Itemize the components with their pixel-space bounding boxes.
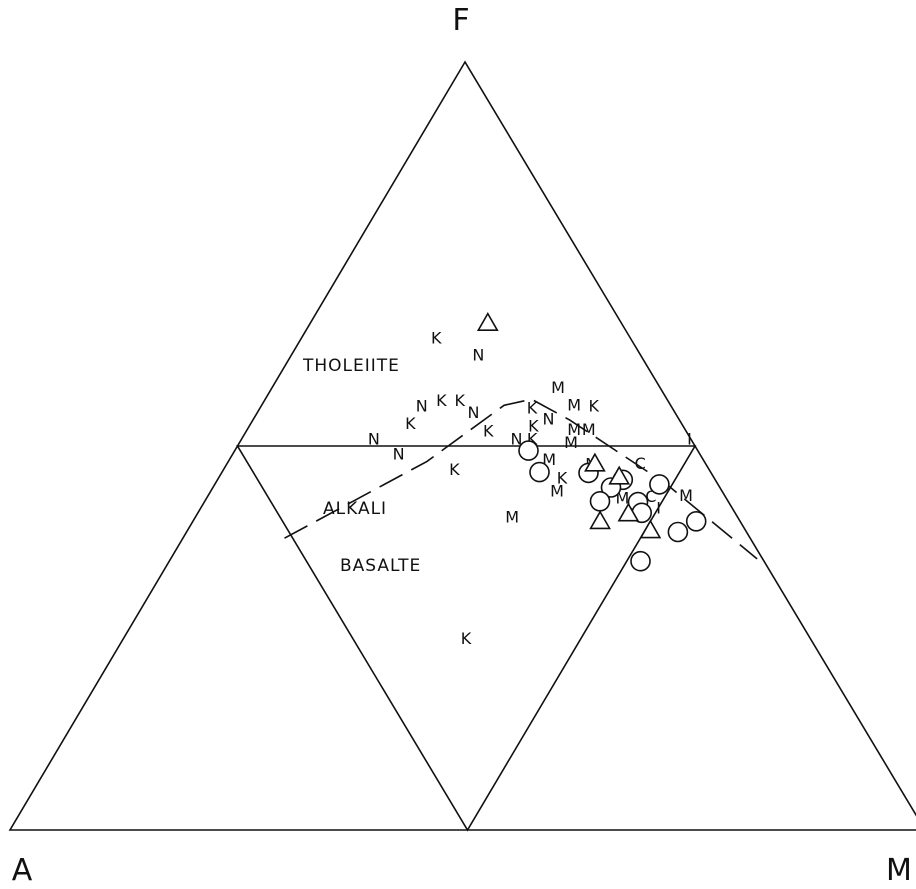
point-label-k: K (436, 391, 447, 410)
point-circle (529, 461, 550, 483)
point-circle (518, 440, 539, 461)
point-label-n: N (543, 409, 555, 428)
point-circle (685, 510, 707, 532)
point-label-k: K (431, 329, 442, 348)
vertex-label-f: F (452, 3, 469, 38)
point-label-m: M (567, 396, 581, 415)
point-triangle (639, 519, 662, 539)
point-triangle (608, 465, 631, 485)
point-circle (630, 550, 651, 572)
point-label-c: C (635, 454, 646, 473)
point-label-m: M (679, 486, 693, 505)
point-label-k: K (461, 629, 472, 648)
point-triangle (617, 502, 640, 522)
point-label-m: M (551, 378, 565, 397)
point-label-k: K (557, 469, 568, 488)
point-label-n: N (511, 429, 523, 448)
point-label-n: N (393, 445, 405, 464)
point-label-k: K (527, 399, 538, 418)
point-label-m: M (550, 482, 564, 501)
point-triangle (476, 311, 499, 332)
point-label-k: K (405, 414, 416, 433)
vertex-label-a: A (12, 853, 33, 888)
point-label-i: I (687, 429, 692, 448)
point-label-m: M (505, 508, 519, 527)
triangle-frame (8, 60, 916, 832)
point-triangle (589, 510, 611, 530)
point-label-k: K (589, 396, 600, 415)
point-label-k: K (454, 391, 465, 410)
point-label-k: K (527, 429, 538, 448)
point-circle (649, 474, 670, 495)
point-circle (667, 521, 689, 543)
point-triangle (584, 452, 606, 472)
vertex-label-m: M (886, 853, 912, 888)
region-label-alkali: ALKALI (323, 499, 387, 519)
point-circle (589, 490, 611, 512)
point-label-i: I (656, 498, 661, 517)
point-label-n: N (472, 346, 484, 365)
data-points: KNMMKNKKNKNKKKMMNNKMINMMCKKMMMCIMIK (368, 311, 707, 648)
point-label-k: K (528, 416, 539, 435)
point-label-k: K (483, 422, 494, 441)
point-label-m: M (567, 420, 581, 439)
point-label-n: N (468, 403, 480, 422)
region-label-tholeiite: THOLEIITE (302, 356, 400, 376)
inner-subtriangle (236, 445, 697, 832)
point-label-m: M (564, 433, 578, 452)
point-label-n: N (416, 396, 428, 415)
region-label-basalte: BASALTE (340, 556, 421, 576)
point-label-m: M (582, 420, 596, 439)
point-label-k: K (449, 460, 460, 479)
point-label-n: N (368, 429, 380, 448)
point-label-c: C (645, 487, 656, 506)
